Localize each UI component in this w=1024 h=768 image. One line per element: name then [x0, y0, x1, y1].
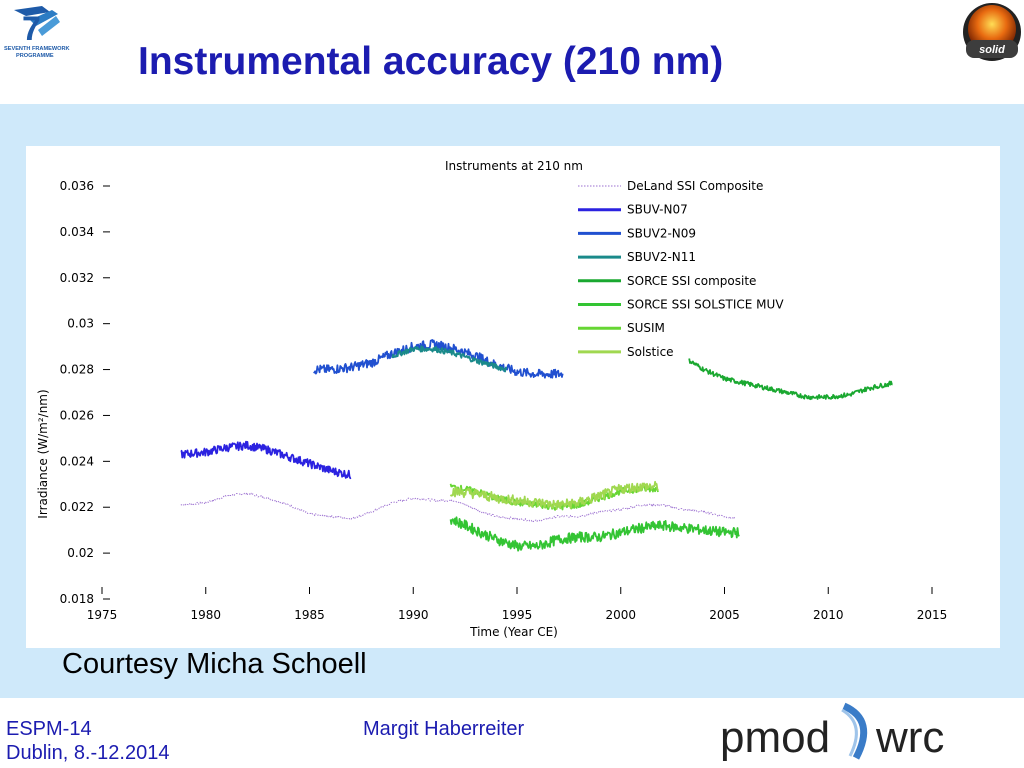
x-tick-label: 1980	[190, 608, 221, 622]
series-line	[391, 345, 508, 373]
x-tick-label: 2015	[917, 608, 948, 622]
x-tick-label: 2010	[813, 608, 844, 622]
y-tick-label: 0.018	[60, 592, 94, 606]
legend-label: DeLand SSI Composite	[627, 179, 763, 193]
y-tick-label: 0.026	[60, 408, 94, 422]
legend-label: Solstice	[627, 345, 674, 359]
y-tick-label: 0.036	[60, 179, 94, 193]
x-tick-label: 2000	[605, 608, 636, 622]
solid-logo: solid	[963, 3, 1021, 61]
chart-container: 1975 1980 1985 1990 1995 2000 2005 2010 2015 0.01…	[26, 146, 1000, 648]
y-axis-label: Irradiance (W/m²/nm)	[36, 389, 50, 518]
footer-conference: ESPM-14	[6, 718, 92, 740]
y-tick-label: 0.032	[60, 271, 94, 285]
x-tick-label: 1995	[502, 608, 533, 622]
fp7-text-2: PROGRAMME	[16, 53, 54, 59]
y-tick-label: 0.02	[67, 546, 94, 560]
courtesy-caption: Courtesy Micha Schoell	[62, 648, 367, 680]
series-line	[180, 440, 352, 480]
legend-label: SUSIM	[627, 321, 665, 335]
pmod-text: pmod	[720, 713, 830, 762]
footer-location: Dublin, 8.-12.2014	[6, 742, 170, 764]
legend-label: SBUV-N07	[627, 203, 688, 217]
fp7-logo: 7 SEVENTH FRAMEWORK PROGRAMME	[4, 6, 70, 59]
x-tick-label: 1990	[398, 608, 429, 622]
y-tick-label: 0.024	[60, 454, 94, 468]
x-tick-label: 1985	[294, 608, 325, 622]
x-tick-label: 2005	[709, 608, 740, 622]
y-tick-label: 0.03	[67, 317, 94, 331]
series-line	[449, 516, 740, 552]
fp7-text-1: SEVENTH FRAMEWORK	[4, 46, 70, 52]
series-line	[688, 358, 893, 401]
pmod-wrc-logo: pmod wrc	[720, 702, 944, 762]
legend-label: SORCE SSI composite	[627, 274, 756, 288]
y-tick-label: 0.028	[60, 363, 94, 377]
chart-title: Instruments at 210 nm	[445, 159, 583, 173]
x-tick-label: 1975	[87, 608, 118, 622]
footer-author: Margit Haberreiter	[363, 718, 525, 740]
y-tick-label: 0.034	[60, 225, 94, 239]
solid-text: solid	[979, 44, 1005, 56]
series-line	[313, 339, 564, 379]
slide-title: Instrumental accuracy (210 nm)	[138, 40, 724, 83]
chart-svg: 1975 1980 1985 1990 1995 2000 2005 2010 2015 0.01…	[36, 159, 948, 639]
series-line	[449, 480, 659, 510]
x-axis-label: Time (Year CE)	[469, 625, 558, 639]
series-line	[180, 492, 736, 523]
legend-label: SBUV2-N11	[627, 250, 696, 264]
legend-label: SORCE SSI SOLSTICE MUV	[627, 298, 784, 312]
fp7-number: 7	[22, 10, 41, 48]
slide-header: 7 SEVENTH FRAMEWORK PROGRAMME Instrument…	[0, 0, 1024, 104]
y-tick-label: 0.022	[60, 500, 94, 514]
legend-label: SBUV2-N09	[627, 226, 696, 240]
wrc-text: wrc	[875, 713, 944, 762]
